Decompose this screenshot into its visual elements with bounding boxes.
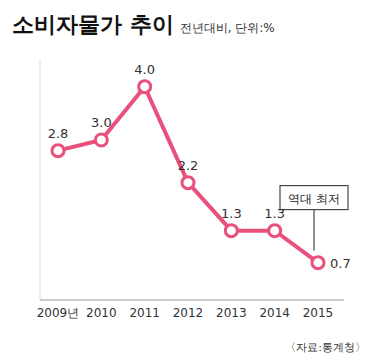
html-text:소비자물가 추이 전년대비, 단위:%: 소비자물가 추이 전년대비, 단위:% bbox=[12, 12, 275, 37]
svg-text:1.3: 1.3 bbox=[221, 206, 242, 221]
svg-text:2011: 2011 bbox=[129, 306, 160, 320]
svg-text:2015: 2015 bbox=[303, 306, 334, 320]
html-text:〈자료:통계청〉: 〈자료:통계청〉 bbox=[285, 341, 366, 354]
svg-text:0.7: 0.7 bbox=[330, 256, 351, 271]
svg-text:2013: 2013 bbox=[216, 306, 247, 320]
svg-text:2.2: 2.2 bbox=[178, 158, 199, 173]
svg-text:2012: 2012 bbox=[173, 306, 204, 320]
svg-text:4.0: 4.0 bbox=[134, 62, 155, 77]
svg-text:역대 최저: 역대 최저 bbox=[288, 192, 340, 206]
svg-text:1.3: 1.3 bbox=[264, 205, 285, 221]
svg-text:3.0: 3.0 bbox=[91, 115, 112, 130]
svg-text:2.8: 2.8 bbox=[48, 126, 69, 141]
svg-text:2009년: 2009년 bbox=[37, 306, 80, 320]
svg-text:2014: 2014 bbox=[259, 306, 290, 320]
svg-text:2010: 2010 bbox=[86, 306, 117, 320]
